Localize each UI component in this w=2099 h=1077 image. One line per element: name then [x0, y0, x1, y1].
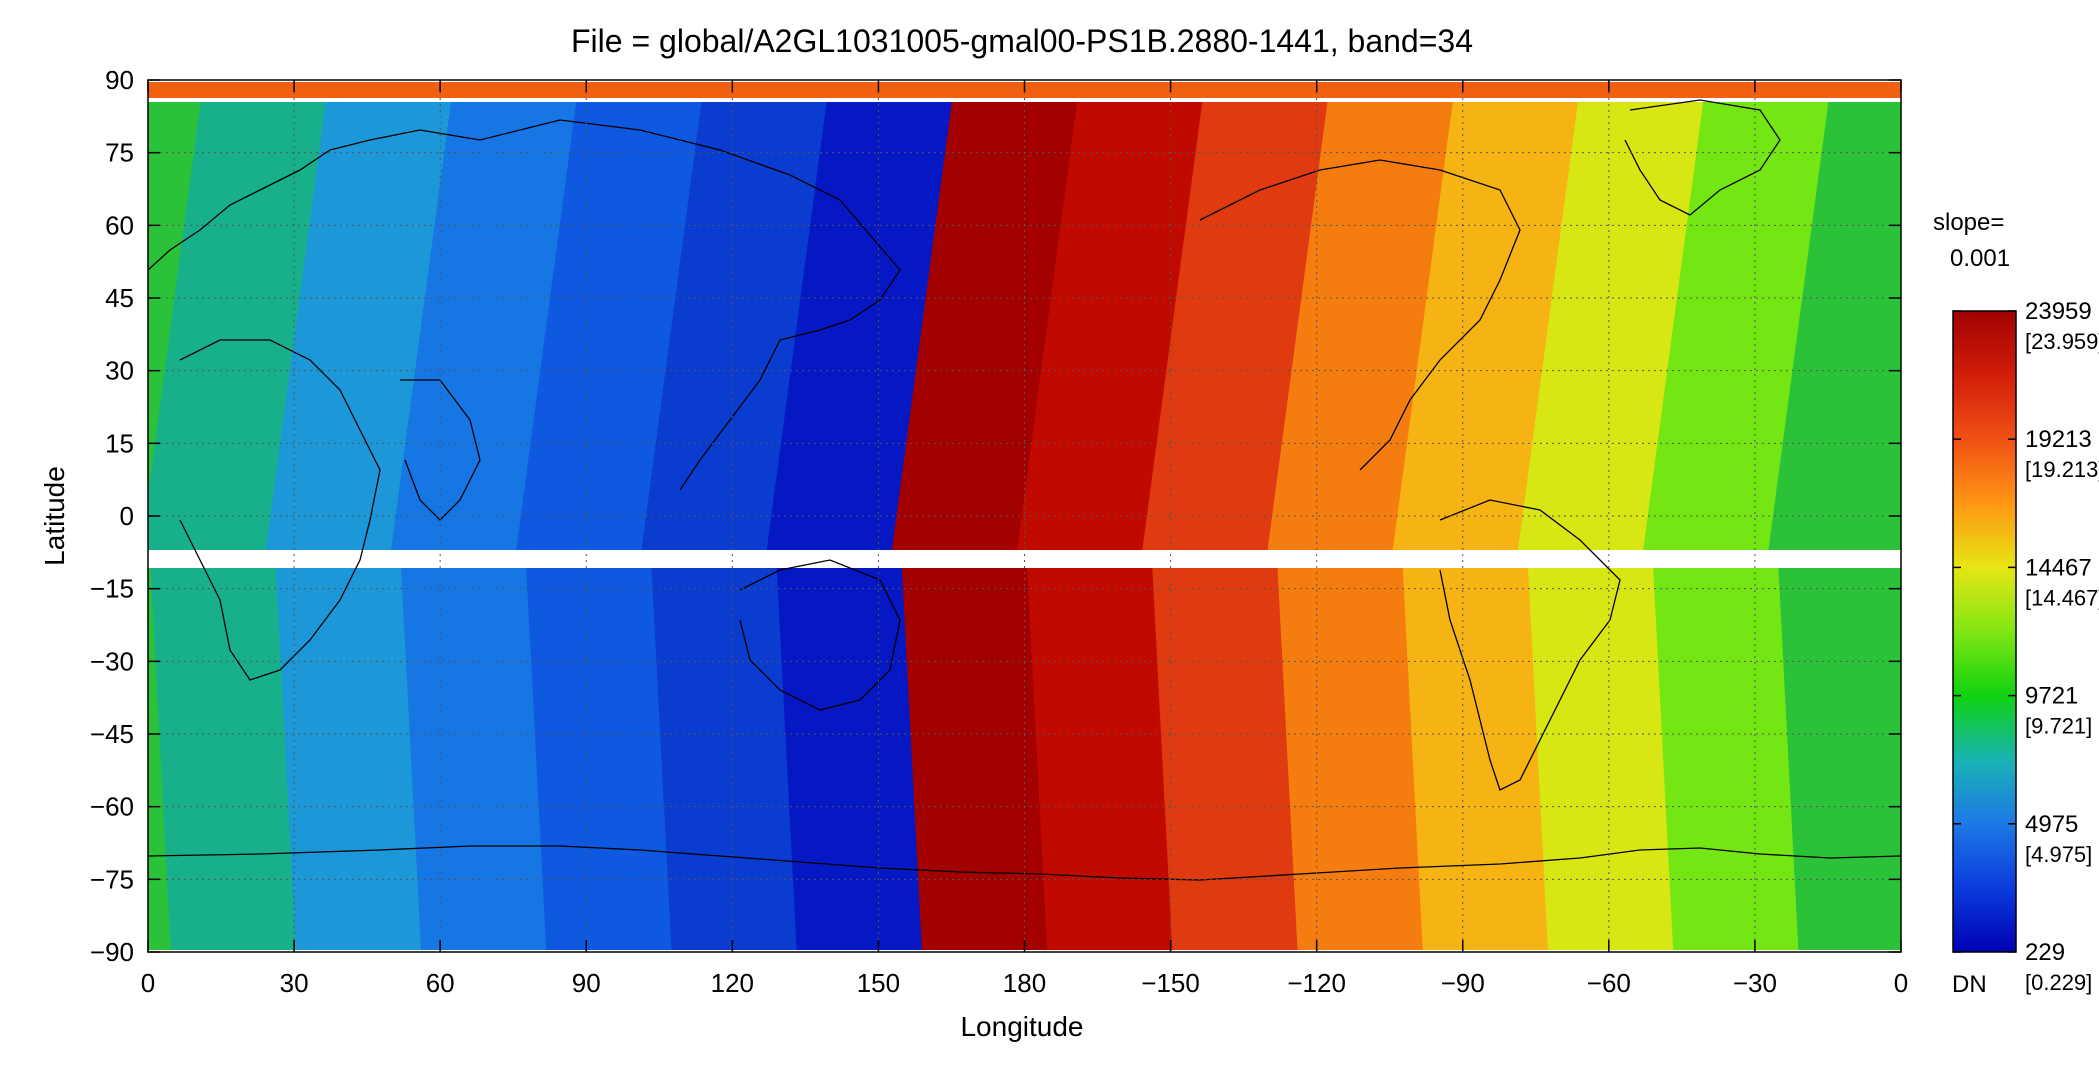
y-tick-label: −15 [90, 574, 134, 604]
x-tick-label: −150 [1141, 968, 1200, 998]
y-tick-label: 75 [105, 138, 134, 168]
x-tick-label: 150 [857, 968, 900, 998]
x-tick-label: 0 [1894, 968, 1908, 998]
y-tick-label: −75 [90, 864, 134, 894]
coastline-antarctica [148, 845, 1901, 881]
colorbar-tick-scaled: [14.467] [2025, 585, 2099, 610]
colorbar-tick-scaled: [0.229] [2025, 970, 2092, 995]
y-tick-label: −90 [90, 937, 134, 967]
swath [1768, 102, 1901, 950]
colorbar-tick-scaled: [23.959] [2025, 329, 2099, 354]
y-tick-label: 45 [105, 283, 134, 313]
colorbar-tick-label: 229 [2025, 939, 2065, 966]
y-tick-label: 0 [120, 501, 134, 531]
colorbar: slope= 0.001 23959 [23.959] 19213 [19.213] 1… [1933, 209, 2099, 998]
map-plot-area [148, 80, 1901, 952]
x-tick-label: 30 [280, 968, 309, 998]
y-tick-label: −45 [90, 719, 134, 749]
colorbar-tick-label: 14467 [2025, 554, 2092, 581]
colorbar-tick-scaled: [19.213] [2025, 457, 2099, 482]
x-tick-label: 180 [1003, 968, 1046, 998]
x-tick-label: −120 [1287, 968, 1346, 998]
y-tick-label: 90 [105, 65, 134, 95]
x-tick-label: 60 [426, 968, 455, 998]
y-tick-label: −60 [90, 792, 134, 822]
colorbar-tick-label: 4975 [2025, 811, 2078, 838]
x-axis-ticks: 0 30 60 90 120 150 180 −150 −120 −90 −60 −30 0 [141, 80, 1908, 998]
colorbar-tick-label: 23959 [2025, 298, 2092, 325]
y-axis-label: Latitude [39, 466, 70, 566]
y-tick-label: 30 [105, 356, 134, 386]
coastline-australia [739, 559, 901, 711]
coastline-india [400, 379, 481, 521]
colorbar-gradient [1952, 310, 2017, 953]
y-tick-label: −30 [90, 646, 134, 676]
y-tick-label: 60 [105, 210, 134, 240]
colorbar-slope-label: slope= [1933, 209, 2004, 236]
swath-layer [148, 102, 1901, 950]
colorbar-ticks: 23959 [23.959] 19213 [19.213] 14467 [14.467] 9… [1953, 298, 2099, 995]
x-tick-label: 120 [711, 968, 754, 998]
x-tick-label: −30 [1733, 968, 1777, 998]
coastline-north-america [1199, 159, 1521, 471]
colorbar-slope-value: 0.001 [1950, 245, 2010, 272]
chart-title: File = global/A2GL1031005-gmal00-PS1B.28… [571, 23, 1473, 59]
coastline-south-america [1439, 499, 1621, 791]
x-tick-label: −60 [1587, 968, 1631, 998]
colorbar-unit-label: DN [1952, 971, 1987, 998]
colorbar-tick-label: 19213 [2025, 426, 2092, 453]
colorbar-tick-scaled: [9.721] [2025, 714, 2092, 739]
gridlines [148, 80, 1901, 952]
coastline-africa [179, 339, 381, 681]
y-tick-label: 15 [105, 428, 134, 458]
coastline-europe-asia [148, 119, 901, 491]
x-tick-label: 0 [141, 968, 155, 998]
colorbar-tick-scaled: [4.975] [2025, 842, 2092, 867]
y-axis-ticks: 90 75 60 45 30 15 0 −15 −30 −45 −60 −75 −90 [90, 65, 1901, 967]
coastline-layer [148, 99, 1901, 881]
coastline-greenland [1624, 99, 1781, 216]
colorbar-tick-label: 9721 [2025, 683, 2078, 710]
x-axis-label: Longitude [960, 1011, 1083, 1042]
x-tick-label: −90 [1441, 968, 1485, 998]
x-tick-label: 90 [572, 968, 601, 998]
